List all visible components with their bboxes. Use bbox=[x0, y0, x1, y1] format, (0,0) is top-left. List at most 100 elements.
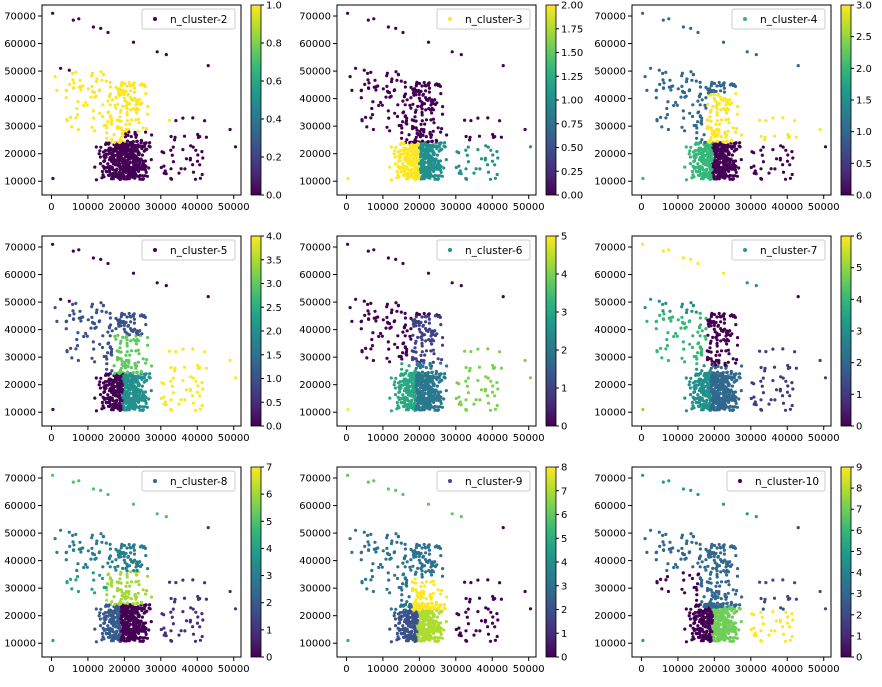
scatter-point bbox=[150, 389, 153, 392]
scatter-point bbox=[407, 388, 410, 391]
scatter-point bbox=[714, 168, 717, 171]
scatter-point bbox=[707, 173, 710, 176]
scatter-point bbox=[371, 331, 374, 334]
x-tick-label: 30000 bbox=[145, 433, 177, 444]
scatter-point bbox=[125, 128, 128, 131]
scatter-point bbox=[432, 352, 435, 355]
scatter-point bbox=[712, 165, 715, 168]
scatter-point bbox=[360, 320, 363, 323]
scatter-point bbox=[393, 112, 396, 115]
scatter-point bbox=[363, 300, 366, 303]
scatter-point bbox=[819, 128, 822, 131]
scatter-point bbox=[727, 384, 730, 387]
scatter-point bbox=[426, 374, 429, 377]
scatter-point bbox=[496, 156, 499, 159]
scatter-point bbox=[760, 135, 763, 138]
scatter-point bbox=[165, 403, 168, 406]
scatter-point bbox=[434, 83, 437, 86]
scatter-point bbox=[700, 122, 703, 125]
scatter-point bbox=[137, 352, 140, 355]
scatter-point bbox=[405, 383, 408, 386]
scatter-point bbox=[758, 119, 761, 122]
scatter-point bbox=[762, 146, 765, 149]
scatter-point bbox=[146, 105, 149, 108]
scatter-point bbox=[181, 148, 184, 151]
scatter-point bbox=[144, 131, 147, 134]
scatter-point bbox=[727, 361, 730, 364]
x-tick-label: 40000 bbox=[181, 202, 213, 213]
scatter-point bbox=[704, 327, 707, 330]
y-tick-label: 40000 bbox=[4, 94, 36, 105]
scatter-point bbox=[432, 153, 435, 156]
scatter-point bbox=[771, 348, 774, 351]
x-tick-label: 40000 bbox=[771, 433, 803, 444]
scatter-point bbox=[101, 346, 104, 349]
scatter-point bbox=[705, 374, 708, 377]
scatter-point bbox=[441, 105, 444, 108]
scatter-point bbox=[419, 105, 422, 108]
colorbar-tick-label: 2.0 bbox=[266, 327, 282, 338]
scatter-point bbox=[101, 401, 104, 404]
scatter-point bbox=[428, 408, 431, 411]
scatter-point bbox=[407, 157, 410, 160]
scatter-point bbox=[165, 284, 168, 287]
scatter-point bbox=[667, 17, 670, 20]
scatter-point bbox=[439, 390, 442, 393]
scatter-point bbox=[229, 128, 232, 131]
scatter-point bbox=[177, 172, 180, 175]
scatter-point bbox=[174, 350, 177, 353]
scatter-point bbox=[105, 355, 108, 358]
scatter-point bbox=[99, 27, 102, 30]
scatter-point bbox=[762, 377, 765, 380]
scatter-point bbox=[133, 312, 136, 315]
scatter-point bbox=[201, 404, 204, 407]
scatter-point bbox=[669, 319, 672, 322]
scatter-point bbox=[468, 138, 471, 141]
colorbar-tick-label: 0.5 bbox=[856, 159, 872, 170]
scatter-point bbox=[68, 69, 71, 72]
scatter-point bbox=[139, 314, 142, 317]
scatter-point bbox=[423, 81, 426, 84]
scatter-point bbox=[697, 405, 700, 408]
scatter-point bbox=[464, 167, 467, 170]
scatter-point bbox=[443, 141, 446, 144]
scatter-point bbox=[727, 121, 730, 124]
x-tick-label: 50000 bbox=[218, 433, 250, 444]
scatter-point bbox=[129, 315, 132, 318]
scatter-point bbox=[106, 624, 109, 627]
scatter-point bbox=[759, 149, 762, 152]
colorbar-tick-label: 0.50 bbox=[561, 143, 583, 154]
scatter-point bbox=[417, 165, 420, 168]
scatter-point bbox=[714, 90, 717, 93]
scatter-point bbox=[715, 177, 718, 180]
scatter-point bbox=[121, 105, 124, 108]
scatter-point bbox=[417, 396, 420, 399]
x-tick-label: 0 bbox=[638, 433, 644, 444]
scatter-point bbox=[696, 397, 699, 400]
scatter-point bbox=[725, 386, 728, 389]
scatter-point bbox=[707, 147, 710, 150]
scatter-point bbox=[106, 351, 109, 354]
scatter-point bbox=[106, 262, 109, 265]
scatter-point bbox=[432, 376, 435, 379]
scatter-point bbox=[125, 177, 128, 180]
scatter-point bbox=[156, 281, 159, 284]
scatter-point bbox=[451, 281, 454, 284]
scatter-point bbox=[120, 81, 123, 84]
colorbar-tick-label: 0.75 bbox=[561, 119, 583, 130]
scatter-point bbox=[394, 386, 397, 389]
scatter-point bbox=[683, 166, 686, 169]
scatter-point bbox=[690, 310, 693, 313]
scatter-point bbox=[698, 94, 701, 97]
scatter-point bbox=[524, 359, 527, 362]
scatter-point bbox=[656, 350, 659, 353]
scatter-point bbox=[385, 74, 388, 77]
scatter-point bbox=[115, 143, 118, 146]
scatter-point bbox=[122, 396, 125, 399]
scatter-point bbox=[666, 344, 669, 347]
scatter-point bbox=[171, 154, 174, 157]
scatter-point bbox=[90, 305, 93, 308]
scatter-point bbox=[122, 165, 125, 168]
scatter-point bbox=[420, 144, 423, 147]
scatter-point bbox=[495, 150, 498, 153]
